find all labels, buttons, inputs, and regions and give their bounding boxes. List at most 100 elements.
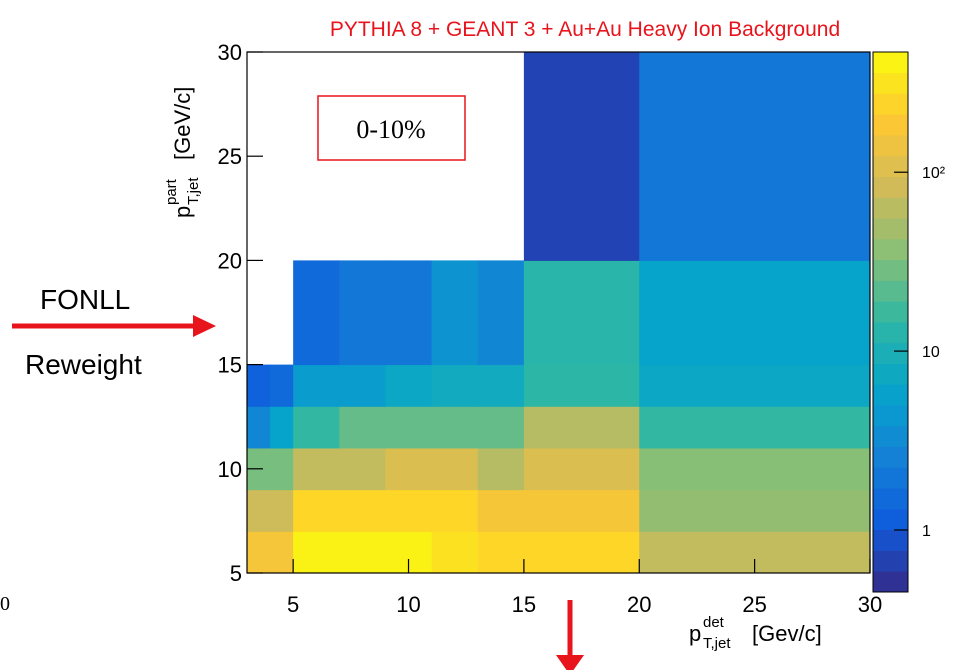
centrality-label: 0-10% (356, 115, 425, 144)
down-arrow-head (556, 655, 584, 670)
x-label-sup: det (703, 614, 725, 631)
heatmap-cell (523, 447, 640, 491)
heatmap-cell (339, 531, 386, 574)
colorbar-band (873, 529, 908, 551)
colorbar-band (873, 197, 908, 219)
colorbar-band (873, 155, 908, 178)
heatmap-cell (523, 52, 640, 261)
plot-frame (246, 51, 871, 574)
colorbar-band (873, 238, 908, 261)
heatmap-cell (523, 364, 640, 407)
heatmap-cell (523, 489, 640, 532)
heatmap-cell (431, 406, 479, 449)
heatmap-cell (477, 531, 525, 574)
heatmap-cell (385, 406, 433, 449)
colorbar-band (873, 176, 908, 198)
heatmap-cell (293, 406, 340, 449)
heatmap-cell (339, 447, 386, 491)
colorbar-frame (872, 51, 909, 593)
colorbar-band (873, 405, 908, 427)
colorbar-band (873, 301, 908, 323)
colorbar-band (873, 218, 908, 240)
heatmap-cell (639, 447, 871, 491)
arrow-head (193, 315, 216, 337)
heatmap-cell (523, 260, 640, 366)
heatmap-cell (385, 364, 433, 407)
heatmap-cell (431, 531, 479, 574)
heatmap-cell (639, 260, 871, 366)
heatmap-cell (270, 531, 294, 574)
colorbar-band (873, 93, 908, 115)
colorbar-band (873, 259, 908, 281)
heatmap-cell (431, 260, 479, 366)
heatmap-cell (385, 260, 433, 366)
heatmap-cell (339, 406, 386, 449)
heatmap-cell (639, 364, 871, 407)
y-tick-label: 5 (230, 561, 242, 586)
x-label-sub: T,jet (703, 635, 731, 652)
colorbar-band (873, 488, 908, 510)
colorbar-band (873, 114, 908, 136)
heatmap-cell (293, 489, 340, 532)
heatmap-cell (247, 531, 271, 574)
y-label-sup: part (163, 178, 180, 205)
colorbar-band (873, 571, 908, 593)
heatmap-cell (270, 406, 294, 449)
heatmap-cells (247, 52, 871, 574)
colorbar-band (873, 52, 908, 74)
heatmap-cell (523, 406, 640, 449)
chart-title: PYTHIA 8 + GEANT 3 + Au+Au Heavy Ion Bac… (330, 18, 840, 41)
y-label-unit: [GeV/c] (170, 87, 195, 160)
colorbar-band (873, 467, 908, 489)
x-tick-label: 25 (742, 592, 766, 617)
y-tick-label: 30 (218, 40, 242, 65)
heatmap-cell (431, 364, 479, 407)
y-tick-label: 20 (218, 248, 242, 273)
heatmap-cell (247, 489, 271, 532)
colorbar-band (873, 135, 908, 157)
heatmap-cell (639, 406, 871, 449)
annotation-box (317, 95, 466, 161)
colorbar-band (873, 72, 908, 94)
heatmap-cell (293, 531, 340, 574)
x-tick-label: 5 (287, 592, 299, 617)
heatmap-cell (639, 52, 871, 261)
x-tick-label: 30 (858, 592, 882, 617)
heatmap-cell (293, 364, 340, 407)
x-tick-label: 10 (396, 592, 420, 617)
z-tick-label: 1 (922, 523, 931, 540)
stray-text: 0 (0, 593, 10, 615)
fonll-label: FONLL (40, 284, 130, 315)
heatmap-cell (339, 260, 386, 366)
heatmap-cell (270, 489, 294, 532)
colorbar-band (873, 342, 908, 364)
heatmap-cell (339, 489, 386, 532)
z-tick-label: 10² (922, 165, 946, 182)
x-axis-label: p det T,jet [Gev/c] (689, 614, 822, 652)
heatmap-cell (293, 260, 340, 366)
colorbar-band (873, 322, 908, 344)
z-tick-label: 10 (922, 344, 940, 361)
heatmap-cell (339, 364, 386, 407)
colorbar-band (873, 425, 908, 448)
x-tick-label: 15 (512, 592, 536, 617)
heatmap-cell (523, 531, 640, 574)
heatmap-cell (431, 489, 479, 532)
heatmap-cell (247, 406, 271, 449)
heatmap-cell (431, 447, 479, 491)
colorbar-band (873, 508, 908, 531)
colorbar-band (873, 280, 908, 302)
heatmap-cell (477, 260, 525, 366)
heatmap-cell (385, 489, 433, 532)
heatmap-cell (477, 489, 525, 532)
heatmap-cell (639, 489, 871, 532)
y-tick-label: 15 (218, 353, 242, 378)
reweight-label: Reweight (25, 349, 142, 380)
colorbar-band (873, 363, 908, 385)
colorbar-band (873, 446, 908, 468)
y-axis-label: p part T,jet [GeV/c] (163, 87, 202, 218)
x-label-base: p (689, 621, 701, 646)
x-label-unit: [Gev/c] (752, 621, 822, 646)
